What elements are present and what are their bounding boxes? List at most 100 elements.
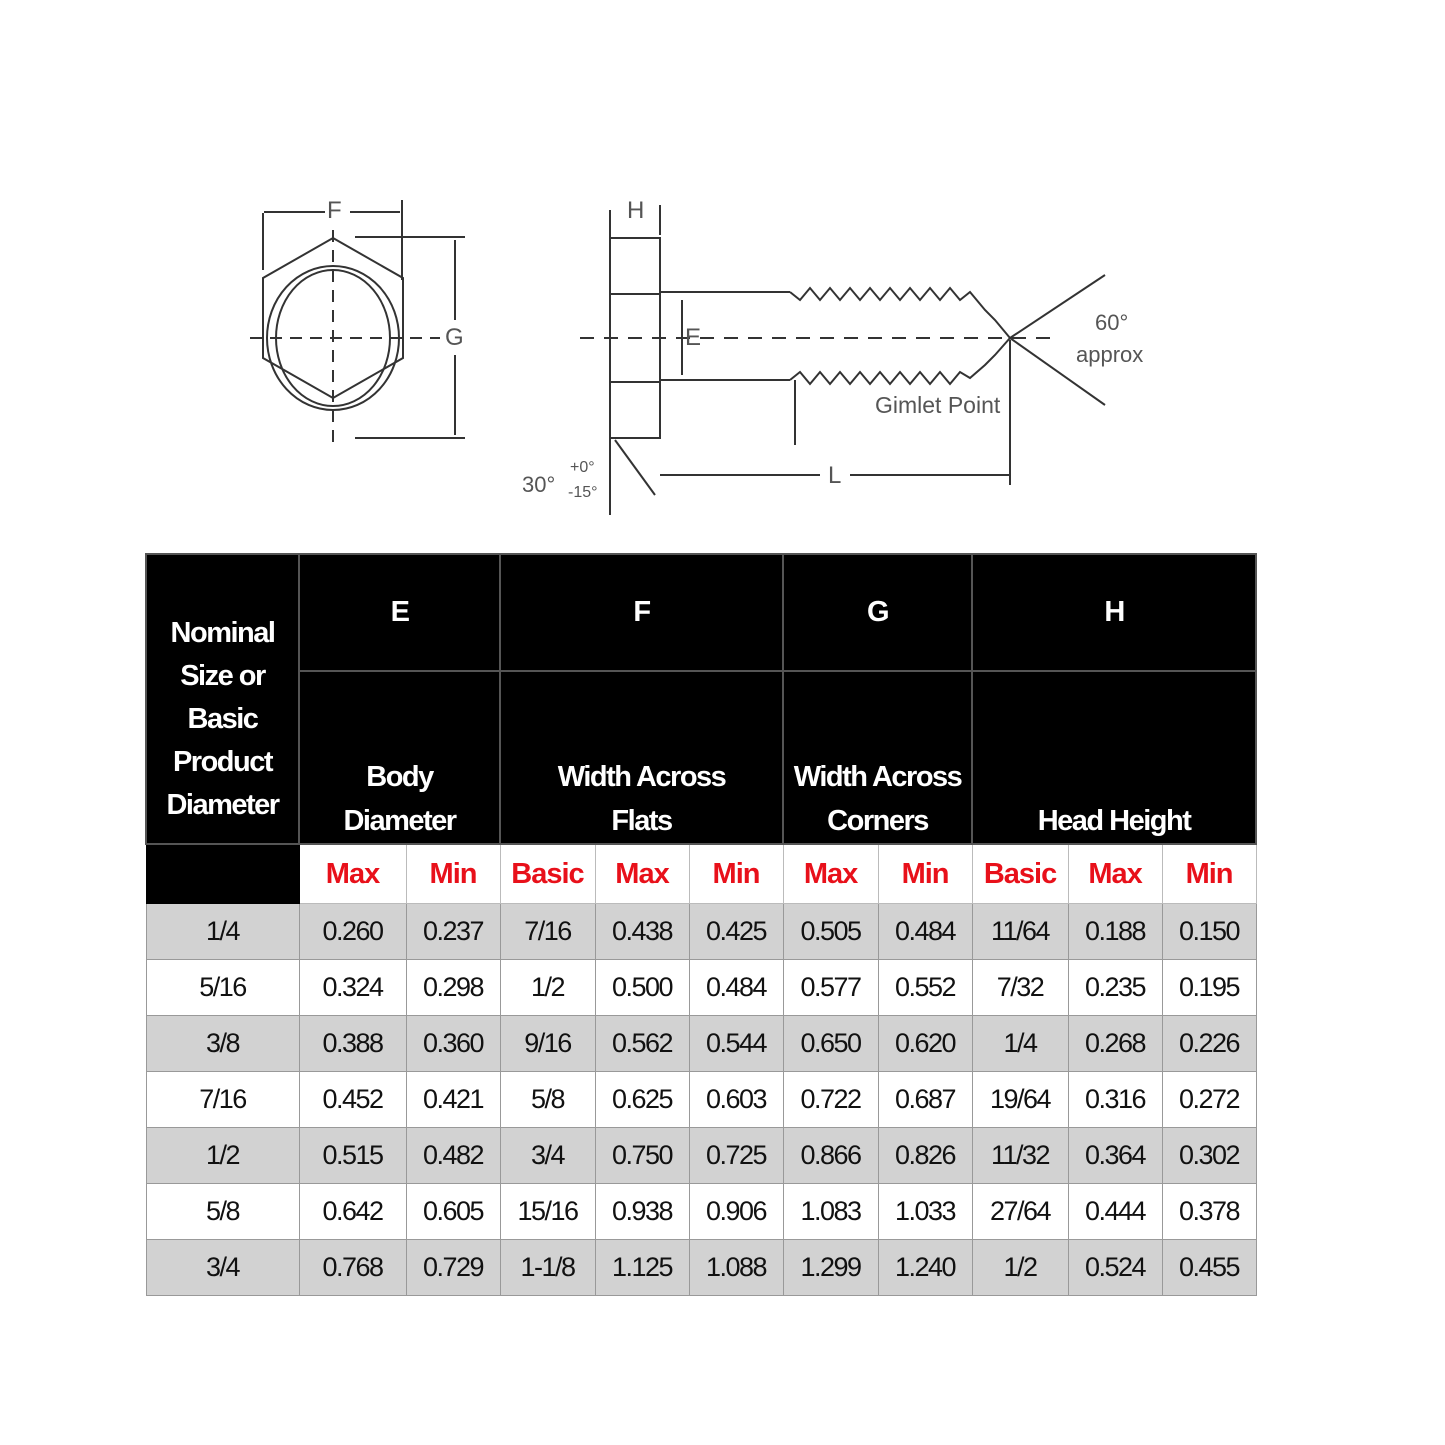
header-width-corners: Width Across Corners — [782, 670, 974, 845]
table-cell: 0.388 — [298, 1015, 407, 1072]
table-cell: 0.750 — [594, 1127, 690, 1184]
table-cell: 0.826 — [877, 1127, 973, 1184]
table-cell: 0.268 — [1067, 1015, 1163, 1072]
table-cell: 0.237 — [405, 903, 501, 960]
table-cell: 0.625 — [594, 1071, 690, 1128]
table-cell: 0.938 — [594, 1183, 690, 1240]
table-cell: 0.484 — [877, 903, 973, 960]
table-cell: 0.552 — [877, 959, 973, 1016]
header-nominal-line: Size or — [180, 659, 266, 692]
table-cell: 0.484 — [688, 959, 784, 1016]
table-cell: 0.360 — [405, 1015, 501, 1072]
sub-h-min: Min — [1161, 843, 1257, 904]
table-cell: 1.240 — [877, 1239, 973, 1296]
table-cell: 0.195 — [1161, 959, 1257, 1016]
label-e: E — [685, 324, 701, 351]
table-cell: 19/64 — [971, 1071, 1069, 1128]
table-cell: 0.438 — [594, 903, 690, 960]
header-desc-line: Width Across — [793, 761, 963, 793]
table-cell: 0.642 — [298, 1183, 407, 1240]
table-row: 1/4 0.260 0.237 7/16 0.438 0.425 0.505 0.484 11/… — [145, 903, 1257, 960]
header-head-height: Head Height — [971, 670, 1258, 845]
table-cell: 0.316 — [1067, 1071, 1163, 1128]
table-cell: 0.444 — [1067, 1183, 1163, 1240]
label-tol-plus: +0° — [570, 459, 595, 476]
header-desc-line: Flats — [611, 805, 673, 837]
nominal-size-cell: 3/8 — [145, 1015, 300, 1072]
lag-bolt-diagram: F G H E L 60° approx Gimlet Point 30° +0… — [250, 197, 1143, 515]
header-nominal-line: Basic — [187, 702, 259, 735]
label-approx: approx — [1076, 342, 1143, 367]
label-gimlet: Gimlet Point — [875, 392, 1001, 418]
table-cell: 0.650 — [782, 1015, 879, 1072]
table-cell: 9/16 — [499, 1015, 596, 1072]
table-cell: 0.729 — [405, 1239, 501, 1296]
table-cell: 0.605 — [405, 1183, 501, 1240]
table-cell: 0.150 — [1161, 903, 1257, 960]
nominal-size-cell: 5/16 — [145, 959, 300, 1016]
sub-h-max: Max — [1067, 843, 1163, 904]
label-f: F — [327, 197, 342, 224]
table-cell: 0.324 — [298, 959, 407, 1016]
header-desc-line: Diameter — [343, 805, 457, 837]
table-cell: 1.033 — [877, 1183, 973, 1240]
table-cell: 0.620 — [877, 1015, 973, 1072]
table-cell: 0.906 — [688, 1183, 784, 1240]
table-cell: 0.577 — [782, 959, 879, 1016]
table-cell: 0.768 — [298, 1239, 407, 1296]
thread-top — [789, 286, 1011, 339]
table-cell: 1/2 — [499, 959, 596, 1016]
table-cell: 0.722 — [782, 1071, 879, 1128]
label-30: 30° — [522, 472, 555, 497]
table-cell: 7/32 — [971, 959, 1069, 1016]
sub-g-max: Max — [782, 843, 879, 904]
table-row: 3/8 0.388 0.360 9/16 0.562 0.544 0.650 0.620 1/4… — [145, 1015, 1257, 1072]
table-cell: 11/32 — [971, 1127, 1069, 1184]
table-cell: 0.603 — [688, 1071, 784, 1128]
header-f: F — [498, 553, 785, 672]
table-cell: 3/4 — [499, 1127, 596, 1184]
sub-g-min: Min — [877, 843, 973, 904]
header-nominal: Nominal Size or Basic Product Diameter — [145, 553, 300, 845]
thread-bottom — [789, 337, 1011, 386]
table-cell: 1.088 — [688, 1239, 784, 1296]
table-cell: 0.452 — [298, 1071, 407, 1128]
dimension-labels: F G H E L 60° approx Gimlet Point 30° +0… — [327, 197, 1143, 501]
table-row: 7/16 0.452 0.421 5/8 0.625 0.603 0.722 0.687 19/… — [145, 1071, 1257, 1128]
table-cell: 0.421 — [405, 1071, 501, 1128]
lag-bolt-dimension-table: Nominal Size or Basic Product Diameter E… — [145, 553, 1258, 1296]
header-e: E — [298, 553, 501, 672]
header-g: G — [782, 553, 974, 672]
table-cell: 11/64 — [971, 903, 1069, 960]
header-body-diameter: Body Diameter — [298, 670, 501, 845]
table-row: 5/16 0.324 0.298 1/2 0.500 0.484 0.577 0.552 7/3… — [145, 959, 1257, 1016]
table-cell: 0.524 — [1067, 1239, 1163, 1296]
table-cell: 5/8 — [499, 1071, 596, 1128]
table-cell: 1/4 — [971, 1015, 1069, 1072]
table-cell: 0.364 — [1067, 1127, 1163, 1184]
table-row: 5/8 0.642 0.605 15/16 0.938 0.906 1.083 1.033 27… — [145, 1183, 1257, 1240]
sub-e-max: Max — [298, 843, 407, 904]
table-cell: 0.226 — [1161, 1015, 1257, 1072]
table-row: 3/4 0.768 0.729 1-1/8 1.125 1.088 1.299 1.240 1/… — [145, 1239, 1257, 1296]
nominal-size-cell: 1/2 — [145, 1127, 300, 1184]
label-l: L — [828, 462, 841, 489]
table-cell: 0.260 — [298, 903, 407, 960]
table-cell: 0.378 — [1161, 1183, 1257, 1240]
table-cell: 1/2 — [971, 1239, 1069, 1296]
table-cell: 1.299 — [782, 1239, 879, 1296]
sub-e-min: Min — [405, 843, 501, 904]
nominal-size-cell: 3/4 — [145, 1239, 300, 1296]
header-desc-line: Body — [366, 761, 434, 793]
header-nominal-line: Diameter — [166, 788, 280, 821]
table-cell: 0.505 — [782, 903, 879, 960]
table-cell: 1.125 — [594, 1239, 690, 1296]
table-cell: 0.298 — [405, 959, 501, 1016]
table-row: 1/2 0.515 0.482 3/4 0.750 0.725 0.866 0.826 11/3… — [145, 1127, 1257, 1184]
header-desc-line: Width Across — [557, 761, 727, 793]
nominal-size-cell: 1/4 — [145, 903, 300, 960]
sub-f-max: Max — [594, 843, 690, 904]
nominal-size-cell: 5/8 — [145, 1183, 300, 1240]
table-cell: 0.188 — [1067, 903, 1163, 960]
table-cell: 27/64 — [971, 1183, 1069, 1240]
